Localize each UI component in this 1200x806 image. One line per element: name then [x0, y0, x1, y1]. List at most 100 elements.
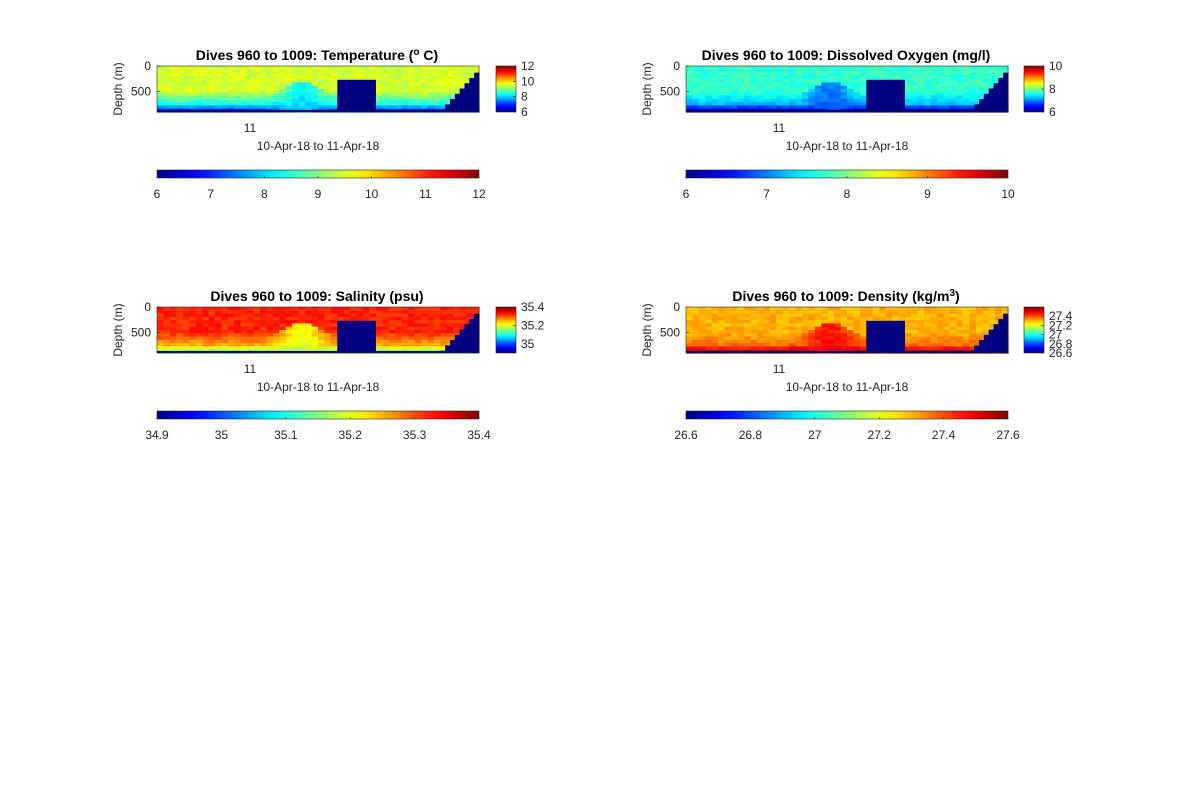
heatmap-cell [414, 346, 422, 351]
heatmap-cell [453, 89, 461, 93]
heatmap-cell [440, 69, 448, 74]
heatmap-cell [169, 98, 177, 103]
heatmap-cell [834, 339, 842, 344]
heatmap-cell [363, 310, 371, 315]
heatmap-cell [769, 82, 777, 87]
heatmap-cell [904, 92, 912, 97]
heatmap-cell [847, 333, 855, 338]
heatmap-cell [756, 330, 764, 334]
heatmap-cell [930, 105, 938, 110]
heatmap-cell [163, 310, 171, 315]
heatmap-cell [827, 69, 835, 74]
heatmap-cell [879, 310, 887, 315]
heatmap-cell [962, 102, 970, 107]
heatmap-cell [776, 320, 784, 325]
heatmap-cell [737, 323, 745, 328]
heatmap-cell [195, 72, 203, 77]
heatmap-cell [221, 323, 229, 328]
heatmap-cell [330, 79, 338, 84]
missing-data-bottom [157, 351, 479, 353]
heatmap-cell [718, 336, 726, 341]
heatmap-cell [208, 105, 216, 110]
heatmap-cell [924, 82, 932, 87]
heatmap-cell [221, 339, 229, 344]
missing-data-block [337, 79, 376, 112]
heatmap-cell [202, 72, 210, 77]
heatmap-cell [892, 307, 900, 311]
heatmap-cell [176, 95, 184, 100]
heatmap-cell [840, 343, 848, 348]
heatmap-cell [904, 95, 912, 100]
heatmap-cell [234, 72, 242, 77]
heatmap-cell [453, 75, 461, 80]
heatmap-cell [763, 313, 771, 318]
heatmap-cell [382, 66, 390, 70]
heatmap-cell [821, 105, 829, 110]
heatmap-cell [1001, 66, 1009, 70]
heatmap-cell [853, 82, 861, 87]
heatmap-cell [466, 75, 474, 80]
heatmap-cell [789, 89, 797, 93]
heatmap-cell [234, 310, 242, 315]
heatmap-cell [782, 310, 790, 315]
heatmap-cell [737, 89, 745, 93]
heatmap-cell [937, 66, 945, 70]
heatmap-cell [466, 66, 474, 70]
heatmap-cell [234, 69, 242, 74]
heatmap-cell [737, 72, 745, 77]
heatmap-cell [260, 310, 268, 315]
heatmap-cell [795, 307, 803, 311]
heatmap-cell [324, 72, 332, 77]
heatmap-cell [988, 79, 996, 84]
heatmap-cell [859, 79, 867, 84]
heatmap-cell [195, 95, 203, 100]
missing-data-step [998, 318, 1004, 353]
heatmap-cell [737, 307, 745, 311]
panel-4: Dives 960 to 1009: Density (kg/m3)0500De… [640, 288, 1073, 443]
heatmap-cell [202, 79, 210, 84]
heatmap-cell [821, 336, 829, 341]
heatmap-cell [266, 82, 274, 87]
heatmap-cell [324, 98, 332, 103]
heatmap-cell [324, 79, 332, 84]
heatmap-cell [962, 316, 970, 321]
heatmap-cell [692, 307, 700, 311]
heatmap-cell [866, 310, 874, 315]
heatmap-cell [763, 92, 771, 97]
heatmap-cell [272, 310, 280, 315]
heatmap-cell [705, 75, 713, 80]
heatmap-cell [466, 313, 474, 318]
heatmap-cell [421, 105, 429, 110]
heatmap-cell [956, 75, 964, 80]
heatmap-cell [375, 105, 383, 110]
heatmap-cell [763, 79, 771, 84]
heatmap-cell [182, 313, 190, 318]
heatmap-cell [789, 85, 797, 90]
heatmap-cell [240, 333, 248, 338]
heatmap-cell [433, 95, 441, 100]
heatmap-cell [163, 92, 171, 97]
heatmap-cell [731, 343, 739, 348]
heatmap-cell [208, 66, 216, 70]
heatmap-cell [853, 339, 861, 344]
heatmap-cell [885, 307, 893, 311]
heatmap-cell [808, 82, 816, 87]
heatmap-cell [911, 95, 919, 100]
heatmap-cell [731, 330, 739, 334]
heatmap-cell [202, 323, 210, 328]
heatmap-cell [285, 336, 293, 341]
y-tick-label: 0 [673, 59, 680, 73]
heatmap-cell [401, 98, 409, 103]
heatmap-cell [253, 330, 261, 334]
heatmap-cell [763, 310, 771, 315]
heatmap-cell [440, 313, 448, 318]
heatmap-cell [401, 82, 409, 87]
heatmap-cell [814, 69, 822, 74]
heatmap-cell [911, 316, 919, 321]
heatmap-cell [737, 98, 745, 103]
heatmap-cell [917, 66, 925, 70]
heatmap-cell [408, 316, 416, 321]
heatmap-cell [686, 69, 694, 74]
heatmap-cell [311, 310, 319, 315]
heatmap-cell [221, 85, 229, 90]
